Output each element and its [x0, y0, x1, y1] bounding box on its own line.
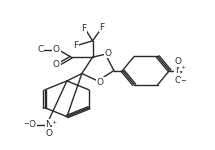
Text: O: O	[104, 48, 111, 57]
Text: O: O	[53, 60, 60, 69]
Text: O: O	[29, 120, 36, 129]
Text: N: N	[45, 120, 52, 129]
Text: O: O	[45, 129, 52, 138]
Text: F: F	[81, 24, 87, 33]
Text: O: O	[97, 78, 104, 87]
Text: O: O	[53, 45, 60, 54]
Text: O: O	[175, 57, 182, 66]
Text: F: F	[73, 41, 78, 50]
Text: −: −	[181, 78, 186, 84]
Text: F: F	[100, 23, 105, 32]
Text: O: O	[175, 76, 182, 85]
Text: +: +	[180, 65, 186, 70]
Text: C: C	[37, 45, 43, 54]
Text: −: −	[23, 121, 29, 127]
Text: +: +	[51, 120, 56, 125]
Text: N: N	[175, 66, 182, 75]
